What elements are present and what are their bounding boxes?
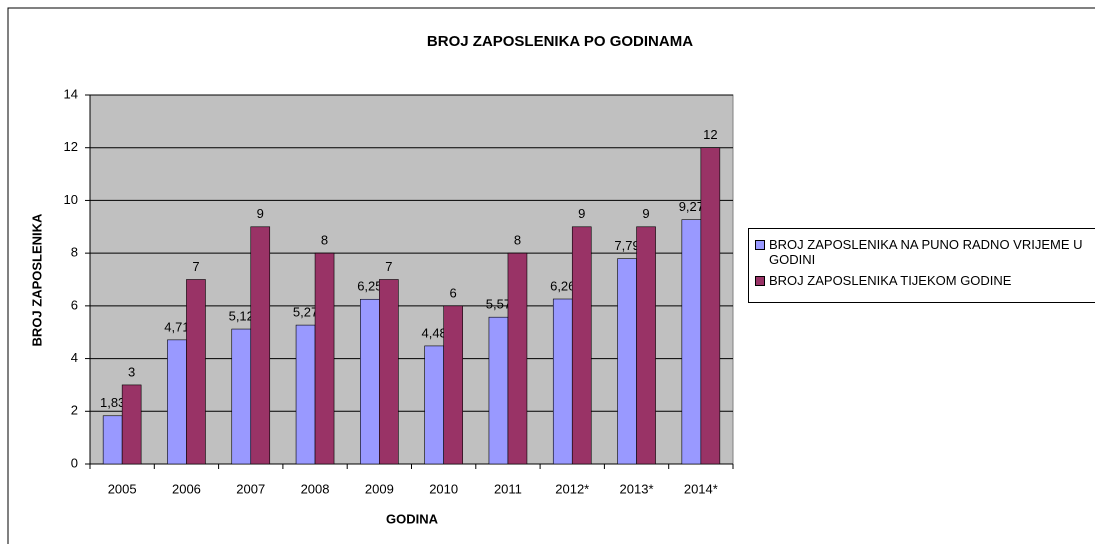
data-label: 6,25 (357, 279, 382, 294)
y-tick-label: 0 (71, 455, 78, 470)
data-label: 5,27 (293, 305, 318, 320)
y-tick-label: 12 (64, 139, 78, 154)
x-tick-label: 2005 (108, 481, 137, 496)
x-tick-label: 2009 (365, 481, 394, 496)
x-tick-label: 2012* (555, 481, 589, 496)
data-label: 8 (514, 233, 521, 248)
bar (314, 252, 335, 465)
y-tick-label: 6 (71, 297, 78, 312)
chart-title: BROJ ZAPOSLENIKA PO GODINAMA (427, 33, 693, 50)
bar (424, 345, 444, 465)
bar (617, 258, 637, 465)
data-label: 6,26 (550, 278, 575, 293)
x-tick-label: 2011 (494, 481, 522, 496)
legend-label: BROJ ZAPOSLENIKA NA PUNO RADNO VRIJEME U… (769, 237, 1083, 267)
bar (102, 415, 123, 465)
y-axis-label: BROJ ZAPOSLENIKA (29, 213, 44, 347)
data-label: 9 (257, 206, 264, 221)
bar (443, 305, 463, 465)
data-label: 1,83 (100, 395, 125, 410)
legend-label: BROJ ZAPOSLENIKA TIJEKOM GODINE (769, 273, 1012, 288)
y-tick-label: 10 (64, 192, 78, 207)
bar (167, 339, 187, 465)
data-label: 5,57 (486, 297, 511, 312)
bar (636, 226, 656, 465)
data-label: 8 (321, 233, 328, 248)
bar (121, 384, 142, 465)
x-tick-label: 2006 (172, 481, 201, 496)
y-tick-label: 8 (71, 245, 78, 260)
data-label: 5,12 (229, 308, 254, 323)
y-tick-label: 2 (71, 403, 78, 418)
bar (360, 298, 380, 465)
legend: BROJ ZAPOSLENIKA NA PUNO RADNO VRIJEME U… (748, 228, 1095, 303)
x-tick-label: 2007 (236, 481, 265, 496)
data-label: 7 (192, 259, 199, 274)
y-tick-label: 4 (71, 350, 78, 365)
bar (250, 226, 271, 465)
data-label: 4,48 (421, 325, 446, 340)
data-label: 9 (642, 206, 649, 221)
bar (507, 252, 528, 465)
bar (379, 279, 399, 465)
bar (681, 219, 702, 465)
legend-item: BROJ ZAPOSLENIKA NA PUNO RADNO VRIJEME U… (755, 237, 1095, 267)
bar (571, 226, 592, 465)
data-label: 4,71 (164, 319, 189, 334)
x-tick-label: 2008 (301, 481, 330, 496)
legend-item: BROJ ZAPOSLENIKA TIJEKOM GODINE (755, 273, 1095, 288)
data-label: 3 (128, 364, 135, 379)
data-label: 9,27 (679, 199, 704, 214)
x-tick-label: 2010 (429, 481, 458, 496)
bar (231, 328, 252, 465)
data-label: 6 (450, 285, 457, 300)
bar (295, 324, 316, 465)
data-label: 7 (385, 259, 392, 274)
bar (552, 298, 573, 465)
x-tick-label: 2014* (684, 481, 718, 496)
bar (700, 147, 721, 465)
x-axis-label: GODINA (386, 511, 439, 526)
y-tick-label: 14 (64, 86, 78, 101)
x-tick-label: 2013* (620, 481, 654, 496)
bar (488, 316, 509, 465)
data-label: 9 (578, 206, 585, 221)
data-label: 12 (703, 127, 717, 142)
data-label: 7,79 (614, 238, 639, 253)
legend-swatch (755, 276, 765, 286)
legend-swatch (755, 240, 765, 250)
bar (186, 279, 206, 465)
